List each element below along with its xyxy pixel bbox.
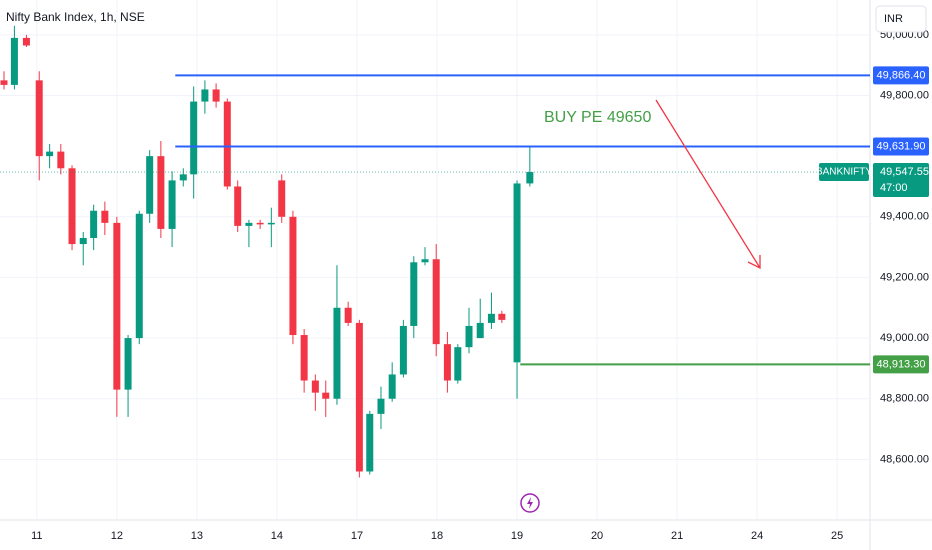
- x-tick-label: 24: [751, 530, 763, 542]
- last-price-label: 49,547.55: [880, 166, 929, 178]
- candle-body: [0, 80, 8, 85]
- candle-body: [366, 413, 374, 472]
- price-label: 48,913.30: [877, 358, 926, 370]
- candle-body: [388, 374, 396, 399]
- chart-title: Nifty Bank Index, 1h, NSE: [6, 10, 145, 24]
- candle-body: [454, 347, 462, 381]
- last-price-box: [873, 163, 929, 198]
- candle-body: [212, 89, 220, 102]
- candle-body: [344, 307, 352, 323]
- marks: [0, 25, 534, 478]
- candle-body: [124, 338, 132, 390]
- candle-body: [168, 180, 176, 229]
- symbol-label: BANKNIFTY: [816, 167, 872, 178]
- candle-body: [377, 398, 385, 414]
- candle-body: [465, 325, 473, 348]
- candle-body: [432, 259, 440, 345]
- y-tick-label: 48,800.00: [880, 393, 929, 405]
- candle-body: [68, 168, 76, 245]
- candle-body: [256, 222, 264, 225]
- price-label: 49,866.40: [877, 69, 926, 81]
- candle-body: [487, 313, 495, 323]
- candle-body: [22, 37, 30, 46]
- x-tick-label: 17: [351, 530, 363, 542]
- currency-box[interactable]: [875, 5, 927, 33]
- candle-body: [10, 37, 18, 85]
- candle-body: [234, 186, 242, 226]
- price-label-box: [873, 137, 929, 156]
- arrow: [655, 99, 761, 269]
- overlay: 50,000.0049,800.0049,400.0049,200.0049,0…: [0, 29, 929, 542]
- x-tick-label: 13: [191, 530, 203, 542]
- event-icon-bolt: [527, 497, 533, 509]
- candle-body: [322, 392, 330, 399]
- x-tick-label: 12: [111, 530, 123, 542]
- candle-body: [90, 210, 98, 239]
- candle-body: [223, 101, 231, 187]
- y-tick-label: 49,200.00: [880, 271, 929, 283]
- candle-body: [101, 210, 109, 223]
- candle-body: [201, 89, 209, 102]
- x-tick-label: 14: [271, 530, 283, 542]
- candle-body: [35, 80, 43, 157]
- candle-body: [311, 380, 319, 393]
- candle-body: [57, 151, 65, 169]
- candle-body: [113, 222, 121, 390]
- candle-body: [245, 222, 253, 226]
- candle-body: [79, 238, 87, 245]
- candle-body: [46, 151, 54, 157]
- candle-body: [135, 213, 143, 339]
- candle-body: [476, 322, 484, 339]
- candle-body: [300, 335, 308, 381]
- y-tick-label: 49,000.00: [880, 332, 929, 344]
- x-tick-label: 21: [671, 530, 683, 542]
- candle-body: [190, 101, 198, 175]
- y-tick-label: 49,800.00: [880, 89, 929, 101]
- candle-body: [146, 156, 154, 214]
- x-tick-label: 11: [31, 530, 42, 542]
- price-label-box: [873, 355, 929, 374]
- arrow-head: [747, 255, 761, 270]
- candle-body: [410, 262, 418, 326]
- candle-body: [289, 216, 297, 336]
- candle-body: [267, 222, 275, 225]
- price-label: 49,631.90: [877, 140, 926, 152]
- candle-body: [399, 325, 407, 375]
- x-tick-label: 18: [431, 530, 443, 542]
- x-tick-label: 20: [591, 530, 603, 542]
- x-tick-label: 19: [511, 530, 523, 542]
- candle-body: [421, 259, 429, 263]
- candle-body: [157, 156, 165, 229]
- candle-body: [355, 322, 363, 472]
- candle-body: [513, 183, 521, 363]
- price-label-box: [873, 66, 929, 85]
- countdown: 47:00: [880, 182, 908, 194]
- currency: INR: [884, 13, 903, 25]
- candle-body: [526, 172, 534, 184]
- candle-body: [179, 174, 187, 181]
- symbol-box: [819, 163, 869, 182]
- candle-body: [333, 307, 341, 399]
- x-tick-label: 25: [831, 530, 843, 542]
- candle-body: [278, 180, 286, 217]
- y-tick-label: 49,400.00: [880, 211, 929, 223]
- candle-body: [443, 344, 451, 381]
- candle-body: [498, 313, 506, 320]
- annotation: BUY PE 49650: [544, 109, 651, 126]
- y-tick-label: 48,600.00: [880, 453, 929, 465]
